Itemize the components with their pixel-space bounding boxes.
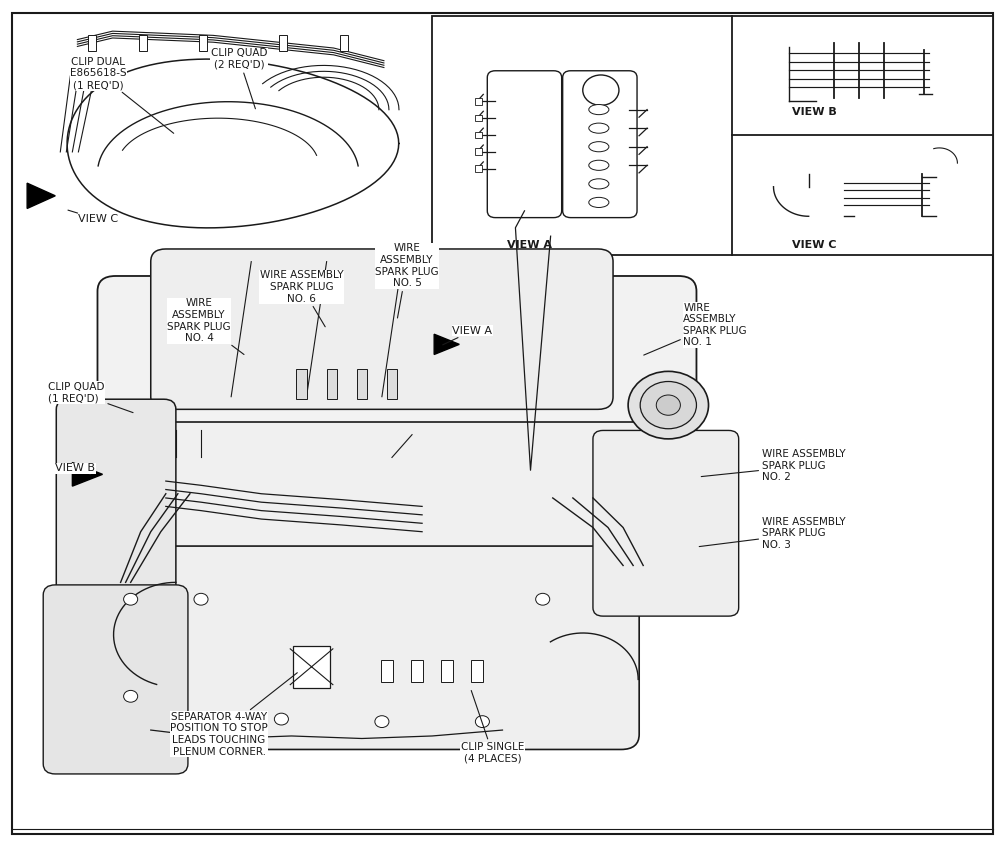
Bar [88,35,96,51]
Polygon shape [27,183,55,208]
Text: VIEW B: VIEW B [792,107,836,117]
Bar [475,98,482,105]
Circle shape [194,593,208,605]
Text: CLIP QUAD
(2 REQ'D): CLIP QUAD (2 REQ'D) [211,48,267,109]
Circle shape [274,713,288,725]
Text: CLIP QUAD
(1 REQ'D): CLIP QUAD (1 REQ'D) [48,381,133,413]
FancyBboxPatch shape [97,276,696,475]
Polygon shape [434,334,459,354]
Circle shape [640,381,696,429]
Text: VIEW A: VIEW A [508,240,552,250]
Circle shape [536,593,550,605]
Bar [199,35,207,51]
Bar [471,660,483,682]
Circle shape [583,75,619,106]
Circle shape [656,395,680,415]
FancyBboxPatch shape [131,546,639,749]
Bar [475,149,482,155]
FancyBboxPatch shape [151,249,613,409]
Text: VIEW C: VIEW C [792,240,836,250]
Text: CLIP DUAL
E865618-S
(1 REQ'D): CLIP DUAL E865618-S (1 REQ'D) [70,57,174,133]
Bar [475,132,482,138]
Circle shape [194,716,208,728]
Bar [279,35,287,51]
FancyBboxPatch shape [116,422,668,595]
Circle shape [124,593,138,605]
Ellipse shape [589,179,609,189]
FancyBboxPatch shape [487,71,562,218]
Text: WIRE
ASSEMBLY
SPARK PLUG
NO. 4: WIRE ASSEMBLY SPARK PLUG NO. 4 [167,298,244,354]
Ellipse shape [589,105,609,115]
Text: WIRE
ASSEMBLY
SPARK PLUG
NO. 1: WIRE ASSEMBLY SPARK PLUG NO. 1 [644,302,747,355]
Bar [357,369,367,399]
Bar [293,646,330,688]
Text: VIEW C: VIEW C [68,210,119,225]
Text: SEPARATOR 4-WAY
POSITION TO STOP
LEADS TOUCHING
PLENUM CORNER.: SEPARATOR 4-WAY POSITION TO STOP LEADS T… [170,673,297,757]
FancyBboxPatch shape [593,430,739,616]
Text: VIEW B: VIEW B [55,463,95,474]
Polygon shape [72,463,103,486]
Bar [327,369,337,399]
Ellipse shape [589,197,609,208]
Text: WIRE
ASSEMBLY
SPARK PLUG
NO. 5: WIRE ASSEMBLY SPARK PLUG NO. 5 [375,243,439,318]
Bar [411,660,423,682]
Circle shape [375,716,389,728]
Bar [381,660,393,682]
Ellipse shape [589,123,609,133]
Text: WIRE ASSEMBLY
SPARK PLUG
NO. 2: WIRE ASSEMBLY SPARK PLUG NO. 2 [701,449,845,483]
Bar [139,35,147,51]
Circle shape [475,716,489,728]
Bar [432,16,993,255]
Bar [475,115,482,122]
Circle shape [628,371,709,439]
Text: CLIP SINGLE
(4 PLACES): CLIP SINGLE (4 PLACES) [460,690,525,764]
Circle shape [124,690,138,702]
Bar [387,369,397,399]
Ellipse shape [589,142,609,152]
Text: WIRE ASSEMBLY
SPARK PLUG
NO. 6: WIRE ASSEMBLY SPARK PLUG NO. 6 [259,270,344,327]
FancyBboxPatch shape [56,399,176,660]
Bar [296,369,307,399]
Bar [441,660,453,682]
Bar [340,35,348,51]
FancyBboxPatch shape [563,71,637,218]
Text: WIRE ASSEMBLY
SPARK PLUG
NO. 3: WIRE ASSEMBLY SPARK PLUG NO. 3 [699,517,845,550]
Bar [475,165,482,172]
Text: VIEW A: VIEW A [442,326,492,345]
Ellipse shape [589,160,609,170]
FancyBboxPatch shape [43,585,188,774]
